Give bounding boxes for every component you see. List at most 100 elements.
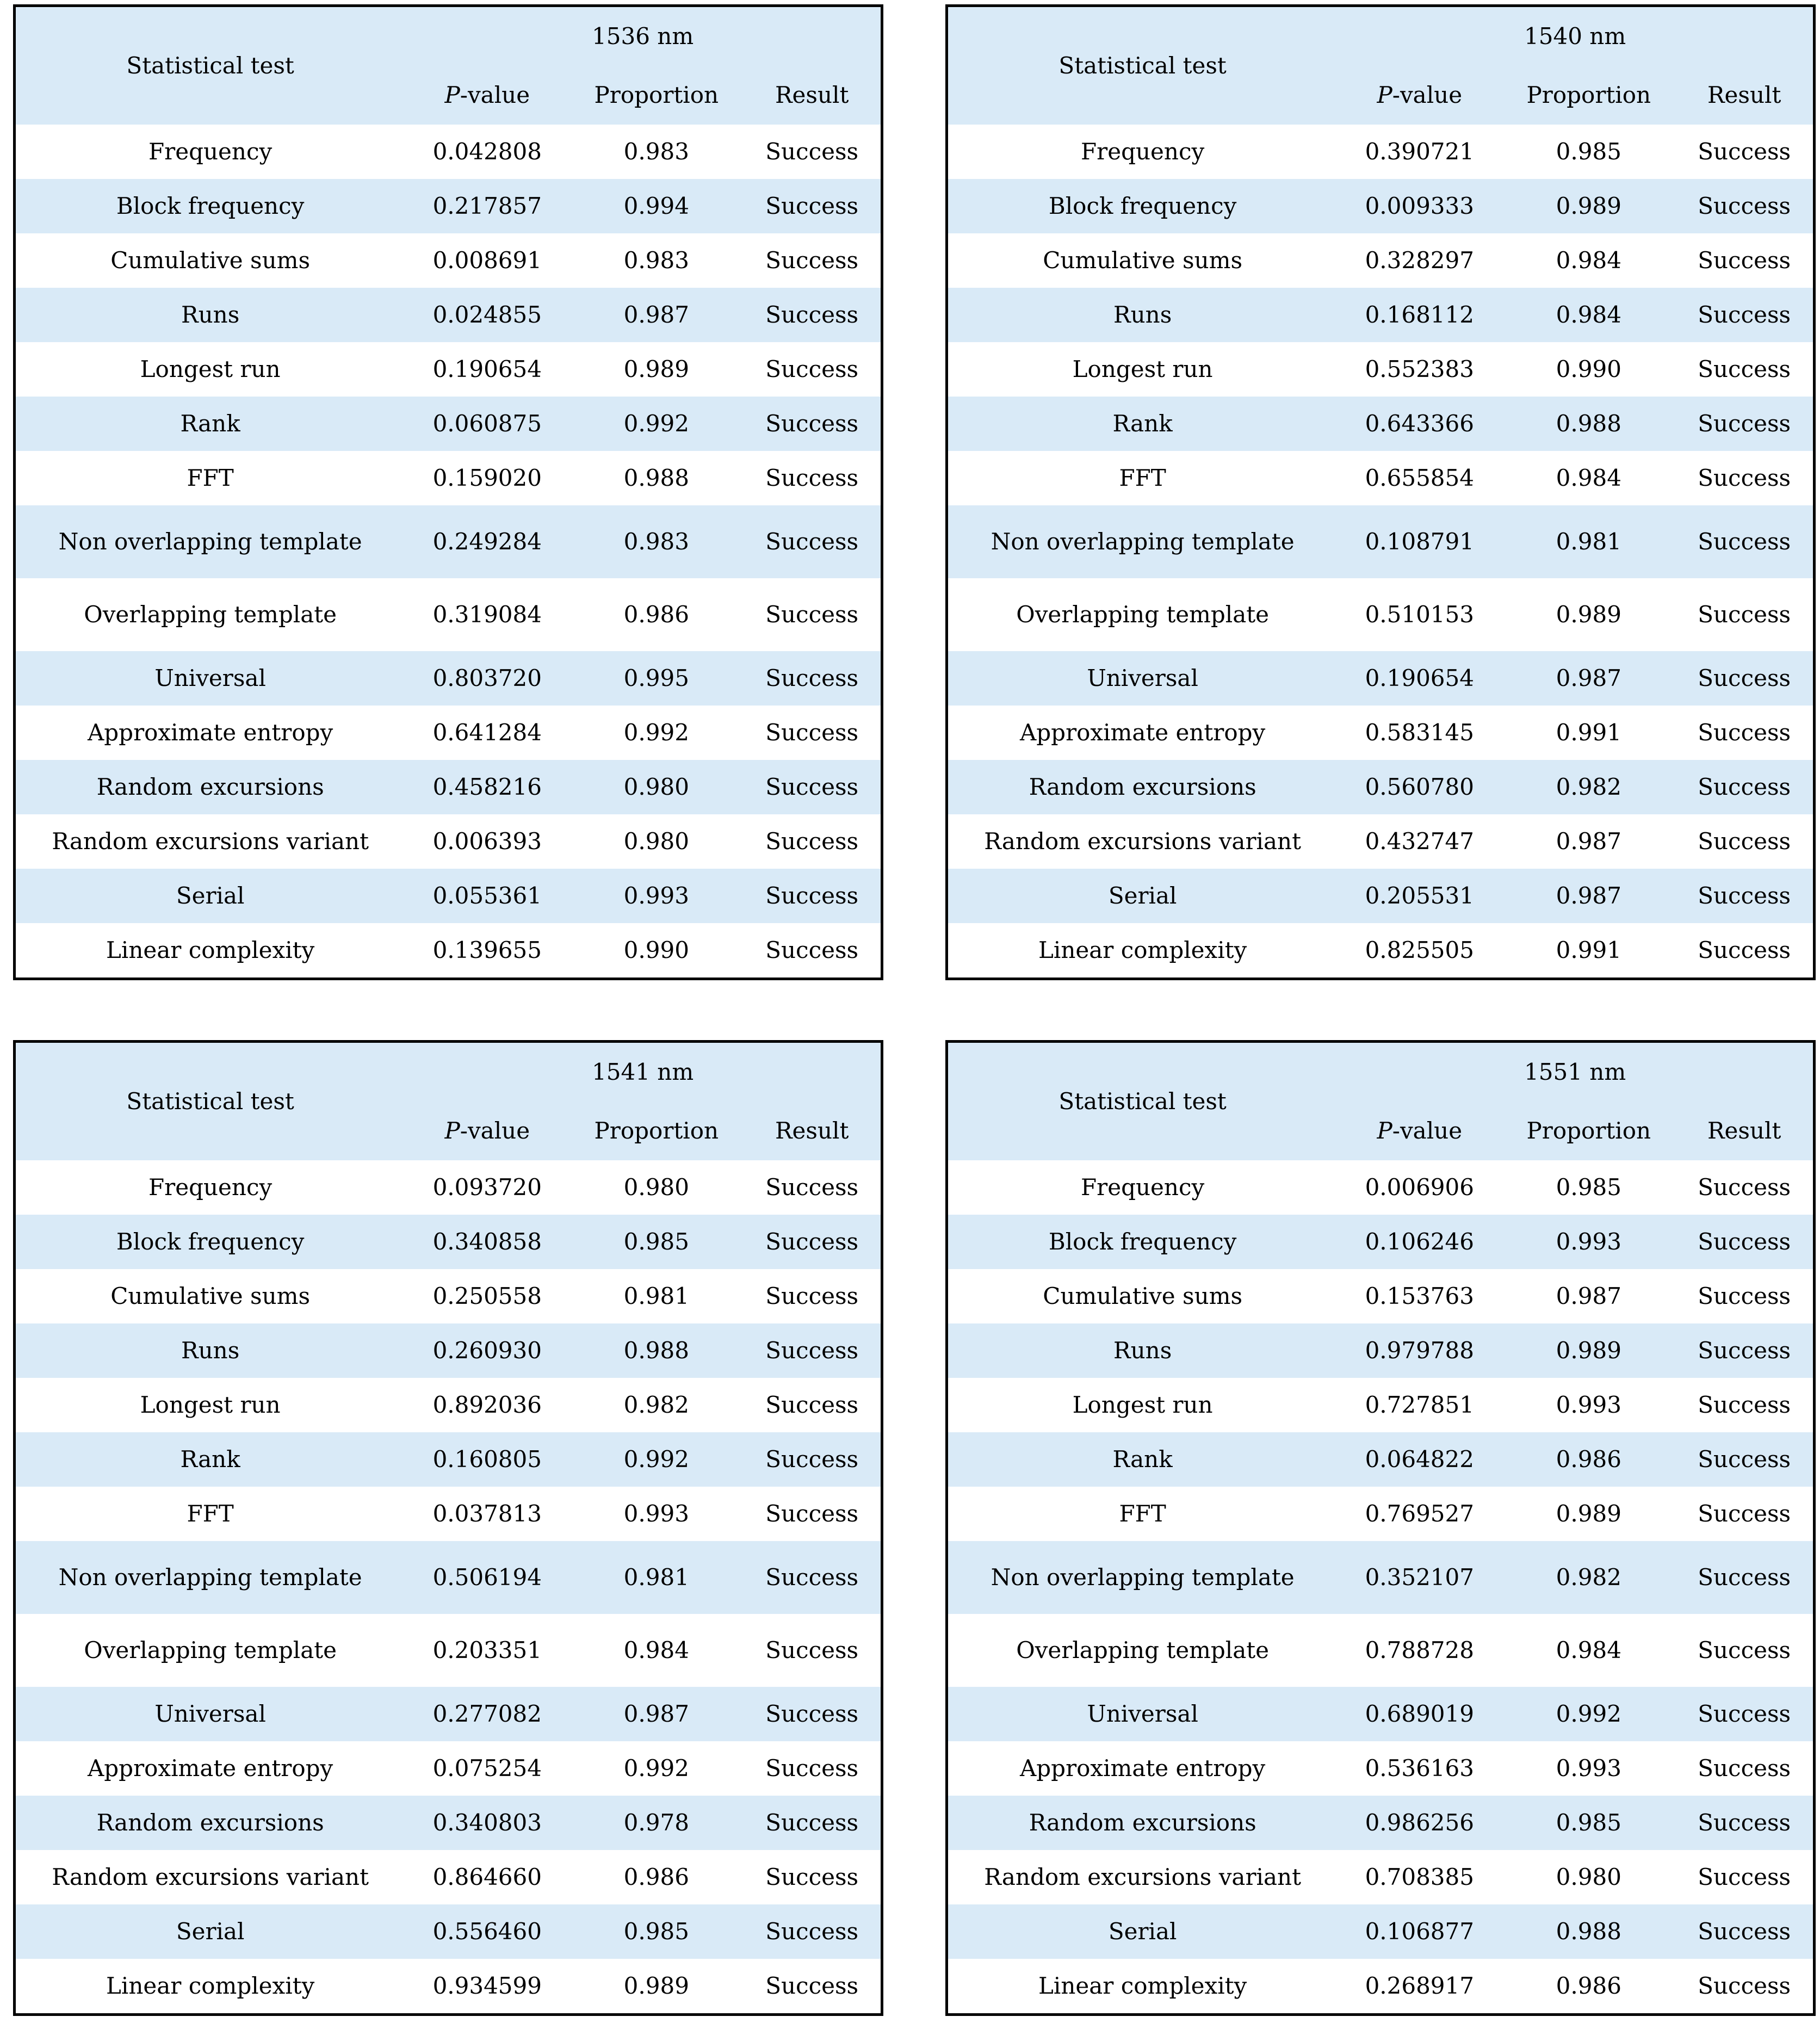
test-name-cell: Rank [14,397,405,451]
p-value-cell: 0.160805 [405,1432,570,1487]
table-row: Frequency 0.093720 0.980 Success [14,1160,882,1215]
proportion-cell: 0.984 [1502,288,1676,342]
table-body: Frequency 0.042808 0.983 Success Block frequ… [14,125,882,979]
p-value-cell: 0.153763 [1337,1269,1502,1323]
result-cell: Success [743,760,882,814]
table-row: FFT 0.769527 0.989 Success [946,1487,1815,1541]
result-cell: Success [1675,342,1815,397]
result-cell: Success [1675,451,1815,505]
proportion-header: Proportion [1502,1102,1676,1160]
table-row: Overlapping template 0.203351 0.984 Success [14,1614,882,1687]
result-cell: Success [743,1541,882,1614]
table-row: Cumulative sums 0.250558 0.981 Success [14,1269,882,1323]
table-row: Random excursions variant 0.006393 0.980 Su… [14,814,882,869]
test-name-cell: Runs [946,288,1338,342]
result-cell: Success [743,814,882,869]
header-row-wavelength: Statistical test 1541 nm [14,1041,882,1160]
test-name-cell: Universal [14,651,405,706]
test-name-cell: Non overlapping template [946,1541,1338,1614]
p-value-cell: 0.093720 [405,1160,570,1215]
proportion-cell: 0.993 [1502,1741,1676,1796]
p-value-cell: 0.249284 [405,505,570,578]
table-row: Frequency 0.006906 0.985 Success [946,1160,1815,1215]
table-row: Approximate entropy 0.536163 0.993 Success [946,1741,1815,1796]
p-value-cell: 0.892036 [405,1378,570,1432]
result-cell: Success [1675,869,1815,923]
p-value-cell: 0.390721 [1337,125,1502,179]
p-value-cell: 0.769527 [1337,1487,1502,1541]
p-value-cell: 0.583145 [1337,706,1502,760]
test-name-cell: Linear complexity [14,1959,405,2015]
table-row: Runs 0.024855 0.987 Success [14,288,882,342]
table-row: Serial 0.106877 0.988 Success [946,1904,1815,1959]
table-body: Frequency 0.006906 0.985 Success Block frequ… [946,1160,1815,2015]
p-value-cell: 0.458216 [405,760,570,814]
proportion-cell: 0.985 [569,1904,744,1959]
table-row: Serial 0.055361 0.993 Success [14,869,882,923]
result-cell: Success [1675,1959,1815,2015]
p-value-cell: 0.560780 [1337,760,1502,814]
result-cell: Success [743,342,882,397]
result-cell: Success [1675,578,1815,651]
table-row: Non overlapping template 0.352107 0.982 Suc… [946,1541,1815,1614]
proportion-cell: 0.993 [1502,1215,1676,1269]
p-value-cell: 0.108791 [1337,505,1502,578]
proportion-cell: 0.982 [1502,760,1676,814]
test-name-cell: Longest run [946,1378,1338,1432]
table-row: Block frequency 0.340858 0.985 Success [14,1215,882,1269]
result-cell: Success [743,1796,882,1850]
p-value-cell: 0.260930 [405,1323,570,1378]
result-header: Result [743,66,882,125]
result-cell: Success [1675,1160,1815,1215]
proportion-cell: 0.988 [569,1323,744,1378]
test-name-cell: Cumulative sums [946,1269,1338,1323]
p-value-cell: 0.203351 [405,1614,570,1687]
result-header: Result [1675,66,1815,125]
p-value-cell: 0.042808 [405,125,570,179]
test-name-cell: Non overlapping template [946,505,1338,578]
result-cell: Success [1675,1904,1815,1959]
proportion-cell: 0.986 [1502,1959,1676,2015]
table-row: Block frequency 0.106246 0.993 Success [946,1215,1815,1269]
p-value-header-rest: -value [1392,1117,1463,1144]
proportion-cell: 0.985 [1502,125,1676,179]
p-value-cell: 0.037813 [405,1487,570,1541]
p-value-cell: 0.979788 [1337,1323,1502,1378]
proportion-cell: 0.984 [569,1614,744,1687]
result-cell: Success [1675,706,1815,760]
proportion-cell: 0.987 [569,1687,744,1741]
result-cell: Success [743,1850,882,1904]
proportion-cell: 0.991 [1502,923,1676,979]
proportion-cell: 0.987 [1502,1269,1676,1323]
result-cell: Success [743,1741,882,1796]
proportion-cell: 0.985 [1502,1796,1676,1850]
table-body: Frequency 0.390721 0.985 Success Block frequ… [946,125,1815,979]
proportion-cell: 0.980 [569,760,744,814]
table-row: Universal 0.190654 0.987 Success [946,651,1815,706]
test-name-cell: Serial [14,1904,405,1959]
test-name-cell: Linear complexity [14,923,405,979]
table-row: Overlapping template 0.788728 0.984 Success [946,1614,1815,1687]
proportion-cell: 0.993 [569,869,744,923]
wavelength-header: 1551 nm [1337,1041,1815,1102]
proportion-cell: 0.984 [1502,451,1676,505]
table-row: Non overlapping template 0.249284 0.983 Suc… [14,505,882,578]
test-name-cell: Random excursions [14,1796,405,1850]
table-header: Statistical test 1541 nm P-value Proport… [14,1041,882,1160]
test-name-cell: Block frequency [946,1215,1338,1269]
result-cell: Success [1675,1215,1815,1269]
result-cell: Success [743,1959,882,2015]
test-name-cell: FFT [14,451,405,505]
p-value-header-italic: P [444,81,460,108]
p-value-cell: 0.788728 [1337,1614,1502,1687]
proportion-cell: 0.992 [569,1741,744,1796]
proportion-cell: 0.984 [1502,233,1676,288]
result-header: Result [1675,1102,1815,1160]
table-row: FFT 0.037813 0.993 Success [14,1487,882,1541]
result-cell: Success [743,1378,882,1432]
p-value-cell: 0.340858 [405,1215,570,1269]
table-row: Longest run 0.190654 0.989 Success [14,342,882,397]
p-value-cell: 0.205531 [1337,869,1502,923]
proportion-cell: 0.988 [1502,397,1676,451]
header-row-wavelength: Statistical test 1551 nm [946,1041,1815,1160]
